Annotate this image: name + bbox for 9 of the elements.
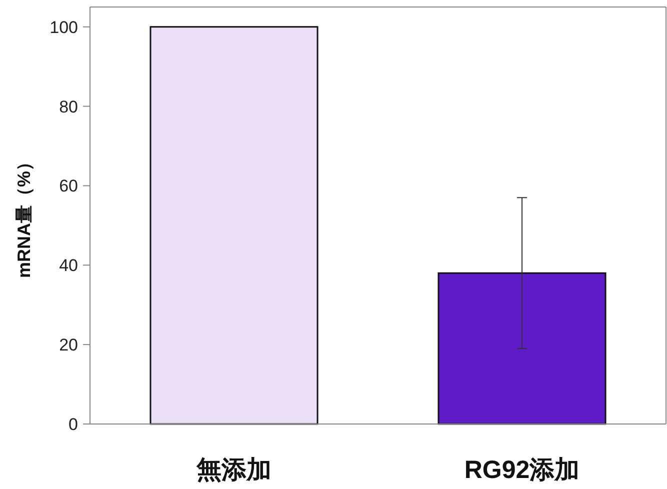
y-tick-label: 60 [59, 176, 78, 196]
y-axis-title: mRNA量（%） [14, 152, 34, 278]
y-tick-label: 80 [59, 97, 78, 116]
x-tick-label: 無添加 [196, 456, 272, 484]
y-tick-label: 40 [59, 256, 78, 276]
y-tick-label: 100 [50, 18, 78, 37]
x-tick-label: RG92添加 [464, 456, 580, 484]
y-tick-label: 0 [68, 415, 78, 434]
y-tick-label: 20 [59, 336, 78, 355]
